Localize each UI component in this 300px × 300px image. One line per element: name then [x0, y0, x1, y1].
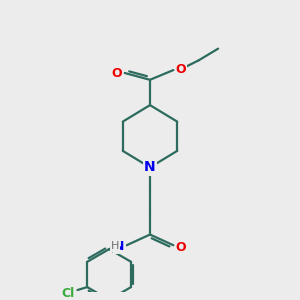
Text: O: O [176, 241, 187, 254]
Text: O: O [112, 68, 122, 80]
Text: O: O [176, 63, 187, 76]
Text: N: N [144, 160, 156, 174]
Text: N: N [114, 240, 125, 253]
Text: Cl: Cl [61, 287, 74, 300]
Text: H: H [111, 241, 119, 251]
